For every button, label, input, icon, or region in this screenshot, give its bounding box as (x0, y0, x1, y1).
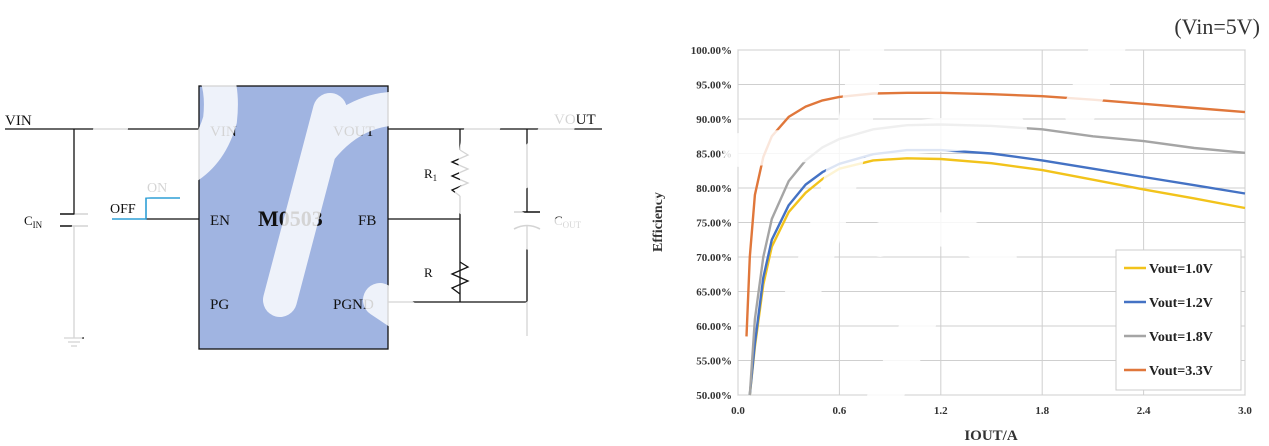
y-tick-labels: 50.00% 55.00% 60.00% 65.00% 70.00% 75.00% 80.0… (691, 45, 732, 402)
y-tick-label: 75.00% (696, 218, 732, 230)
r1-resistor (450, 149, 470, 197)
cin-capacitor (60, 213, 88, 227)
y-tick-label: 90.00% (696, 114, 732, 126)
pin-vout-label: VOUT (333, 124, 375, 140)
ground-icon (64, 337, 84, 347)
efficiency-chart: 50.00% 55.00% 60.00% 65.00% 70.00% 75.00% 80.0… (651, 14, 1260, 444)
r1-label: R1 (424, 166, 437, 183)
x-tick-label: 2.4 (1137, 405, 1151, 417)
y-tick-label: 80.00% (696, 183, 732, 195)
circuit-schematic: VIN VOUT CIN COUT R1 R ON OFF M0503 VIN … (5, 85, 602, 350)
y-tick-label: 70.00% (696, 252, 732, 264)
switch-off-label: OFF (110, 202, 136, 217)
pin-vin-label: VIN (210, 124, 237, 140)
x-tick-label: 3.0 (1238, 405, 1252, 417)
y-tick-label: 55.00% (696, 356, 732, 368)
legend-label: Vout=1.2V (1149, 296, 1213, 311)
chip-name: M0503 (258, 206, 323, 231)
legend-label: Vout=1.8V (1149, 330, 1213, 345)
legend-label: Vout=3.3V (1149, 364, 1213, 379)
x-tick-label: 0.0 (731, 405, 745, 417)
pin-fb-label: FB (358, 213, 376, 229)
legend-label: Vout=1.0V (1149, 262, 1213, 277)
chart-note: (Vin=5V) (1174, 14, 1260, 39)
y-tick-label: 65.00% (696, 287, 732, 299)
pin-pgnd-label: PGND (333, 297, 374, 313)
y-axis-label: Efficiency (651, 192, 666, 252)
legend: Vout=1.0V Vout=1.2V Vout=1.8V Vout=3.3V (1115, 249, 1242, 391)
y-tick-label: 60.00% (696, 321, 732, 333)
x-axis-label: IOUT/A (964, 428, 1018, 444)
y-tick-label: 100.00% (691, 45, 732, 57)
cout-label: COUT (554, 213, 582, 230)
pin-pg-label: PG (210, 297, 229, 313)
r2-label: R (424, 265, 433, 280)
x-tick-label: 0.6 (833, 405, 847, 417)
x-tick-label: 1.8 (1035, 405, 1049, 417)
y-tick-label: 50.00% (696, 390, 732, 402)
x-tick-label: 1.2 (934, 405, 948, 417)
net-vout-label: VOUT (554, 112, 596, 128)
y-tick-label: 95.00% (696, 80, 732, 92)
cin-label: CIN (24, 213, 43, 230)
x-tick-labels: 0.0 0.6 1.2 1.8 2.4 3.0 (731, 405, 1252, 417)
y-tick-label: 85.00% (696, 149, 732, 161)
switch-on-label: ON (147, 181, 167, 196)
net-vin-label: VIN (5, 113, 32, 129)
pin-en-label: EN (210, 213, 230, 229)
legend-box (1115, 249, 1242, 391)
